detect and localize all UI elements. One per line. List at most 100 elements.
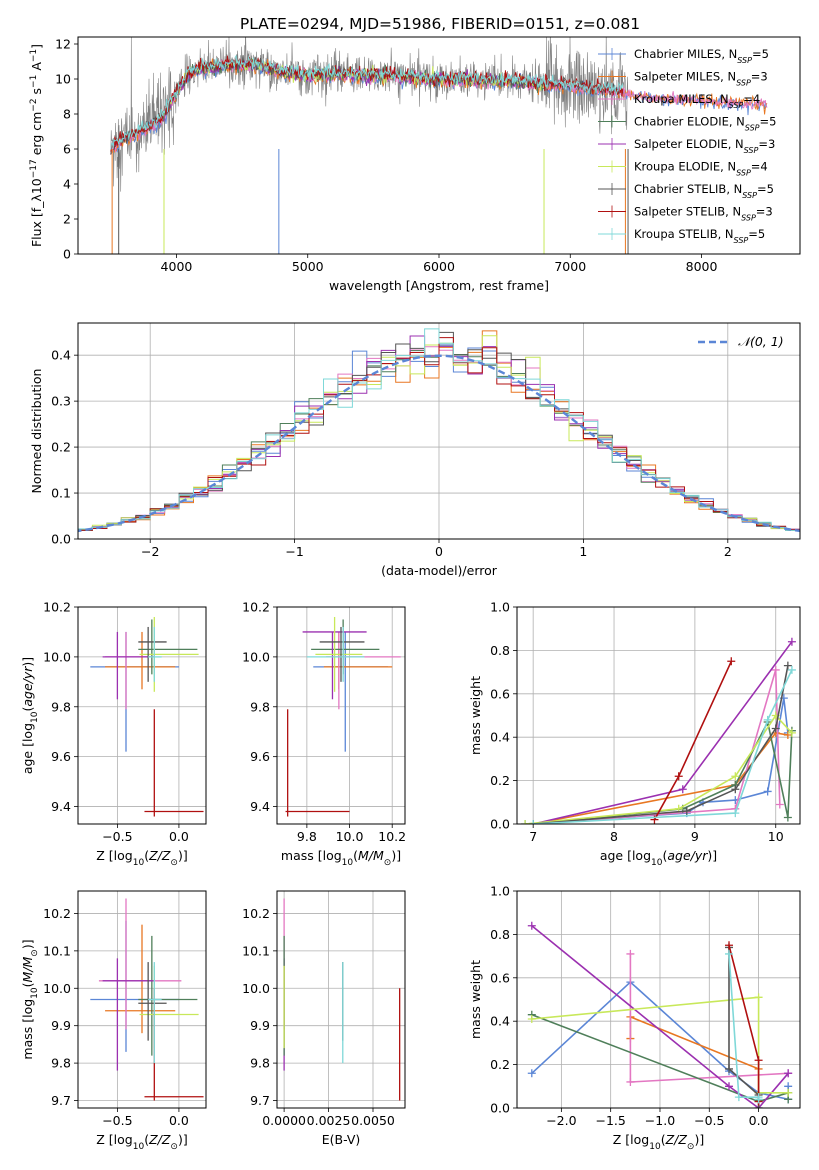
x-tick-label: 10.2 (378, 829, 406, 844)
label-part: )] (20, 657, 35, 667)
label-part: ( (353, 848, 358, 863)
plot-area-mass_weight_vs_Z (527, 921, 793, 1108)
weight-line-kroupa_stelib (533, 669, 793, 824)
y-tick-label: 0.4 (490, 1014, 510, 1029)
y-tick-label: 0.0 (51, 532, 71, 547)
label-part: ⊙ (687, 1142, 695, 1152)
plot-area-age_vs_mass (285, 616, 401, 817)
label-part: 10 (649, 1142, 661, 1152)
plot-area-mass_vs_ebv (283, 898, 401, 1101)
label-part: age [ (600, 848, 632, 863)
label-part: )] (178, 848, 188, 863)
weight-point-kroupa_elodie (754, 993, 763, 1002)
legend-sub: SSP (742, 191, 757, 200)
weight-point-chabrier_stelib (682, 806, 691, 815)
x-tick-label: 7000 (554, 259, 586, 274)
weight-point-kroupa_stelib (529, 820, 538, 824)
panel-mass_weight_vs_Z: −2.0 −1.5 −1.0 −0.5 0.0 0.0 0.2 0.4 0.6 0.8 1.0 Z [… (468, 884, 801, 1152)
y-axis-label: mass weight (468, 676, 483, 755)
y-axis-label: mass [log10(M/M⊙)] (20, 939, 40, 1059)
legend-tail: =5 (752, 47, 769, 61)
x-tick-label: −1.5 (595, 1113, 625, 1128)
weight-point-chabrier_stelib (771, 724, 780, 733)
y-tick-label: 10.1 (242, 943, 270, 958)
weight-point-kroupa_miles (626, 1077, 635, 1086)
axes-frame (516, 606, 801, 825)
x-axis-label: (data-model)/error (381, 563, 498, 578)
weight-point-kroupa_miles (771, 665, 780, 674)
y-tick-label: 9.6 (250, 749, 270, 764)
label-part: log (632, 848, 651, 863)
weight-point-chabrier_elodie (783, 813, 792, 822)
axes-frame (276, 890, 406, 1109)
y-tick-label: 0.0 (490, 1101, 510, 1116)
normal-curve (78, 354, 800, 533)
weight-point-salpeter_elodie (678, 785, 687, 794)
y-axis-label: mass weight (468, 960, 483, 1039)
plot-area-age_vs_Z (90, 616, 204, 817)
legend-sub: SSP (744, 146, 759, 155)
legend-text: Salpeter STELIB, N (634, 205, 741, 219)
x-tick-label: 0 (435, 544, 443, 559)
x-tick-label: 6000 (423, 259, 455, 274)
y-tick-label: 9.4 (250, 799, 270, 814)
x-tick-label: −0.5 (102, 829, 132, 844)
y-tick-label: 12 (55, 37, 71, 52)
legend-tail: =4 (751, 160, 768, 174)
label-part: ⊙ (30, 949, 40, 957)
y-tick-label: 0.2 (51, 440, 71, 455)
x-axis-label: mass [log10(M/M⊙)] (281, 848, 401, 868)
weight-point-salpeter_elodie (725, 1082, 734, 1091)
label-part: age/yr (20, 666, 35, 707)
legend-text: Kroupa STELIB, N (634, 227, 734, 241)
y-tick-label: 9.9 (51, 1018, 71, 1033)
y-tick-label: 0.3 (51, 394, 71, 409)
x-tick-label: −0.5 (102, 1113, 132, 1128)
legend-text: Salpeter MILES, N (634, 70, 736, 84)
y-tick-label: 4 (63, 177, 71, 192)
weight-point-salpeter_stelib (725, 941, 734, 950)
model-spectrum-kroupa_stelib (110, 54, 624, 150)
label-part: log (20, 723, 35, 742)
y-tick-label: 0.1 (51, 486, 71, 501)
y-tick-label: 0.4 (490, 730, 510, 745)
x-tick-label: 0.0 (169, 1113, 189, 1128)
y-tick-label: 0.6 (490, 970, 510, 985)
x-tick-label: −2 (141, 544, 159, 559)
weight-point-salpeter_miles (783, 731, 792, 740)
legend-label-chabrier_miles: Chabrier MILES, NSSP=5 (634, 47, 769, 65)
weight-point-kroupa_elodie (521, 820, 530, 824)
label-part: )] (694, 1132, 704, 1147)
panel-residuals: −2 −1 0 1 2 0.0 0.1 0.2 0.3 0.4 (data-model)/error… (29, 322, 801, 578)
label-part: Z [ (613, 1132, 630, 1147)
y-tick-label: 0.2 (490, 1057, 510, 1072)
y-tick-label: 9.8 (51, 1056, 71, 1071)
x-axis-label: Z [log10(Z/Z⊙)] (613, 1132, 704, 1152)
panel-age_vs_Z: −0.5 0.09.49.69.810.010.2Z [log10(Z/Z⊙)]a… (20, 600, 207, 868)
label-part: s (29, 88, 44, 99)
x-tick-label: 0.0000 (262, 1113, 306, 1128)
legend-text: Kroupa MILES, N (634, 92, 729, 106)
label-part: (data-model)/error (381, 563, 498, 578)
legend-sub: SSP (734, 236, 749, 245)
weight-point-chabrier_stelib (725, 1064, 734, 1073)
label-part: log (323, 848, 342, 863)
weight-line-kroupa_miles (533, 669, 781, 824)
label-part: −1 (29, 75, 39, 88)
x-tick-label: 1 (579, 544, 587, 559)
label-part: age [ (20, 742, 35, 774)
y-tick-label: 9.7 (51, 1093, 71, 1108)
panel-age_vs_mass: 9.8 10.0 10.2 9.4 9.6 9.8 10.0 10.2 mass [log10(… (242, 600, 406, 869)
x-tick-label: 8 (610, 829, 618, 844)
y-tick-label: 9.4 (51, 799, 71, 814)
y-tick-label: 10 (55, 72, 71, 87)
label-part: 10 (133, 858, 145, 868)
y-tick-label: 10.0 (43, 649, 71, 664)
legend-tail: =3 (758, 137, 775, 151)
y-tick-label: 1.0 (490, 884, 510, 899)
legend-label-salpeter_elodie: Salpeter ELODIE, NSSP=3 (634, 137, 775, 155)
y-tick-label: 1.0 (490, 600, 510, 615)
label-part: mass [ (281, 848, 323, 863)
